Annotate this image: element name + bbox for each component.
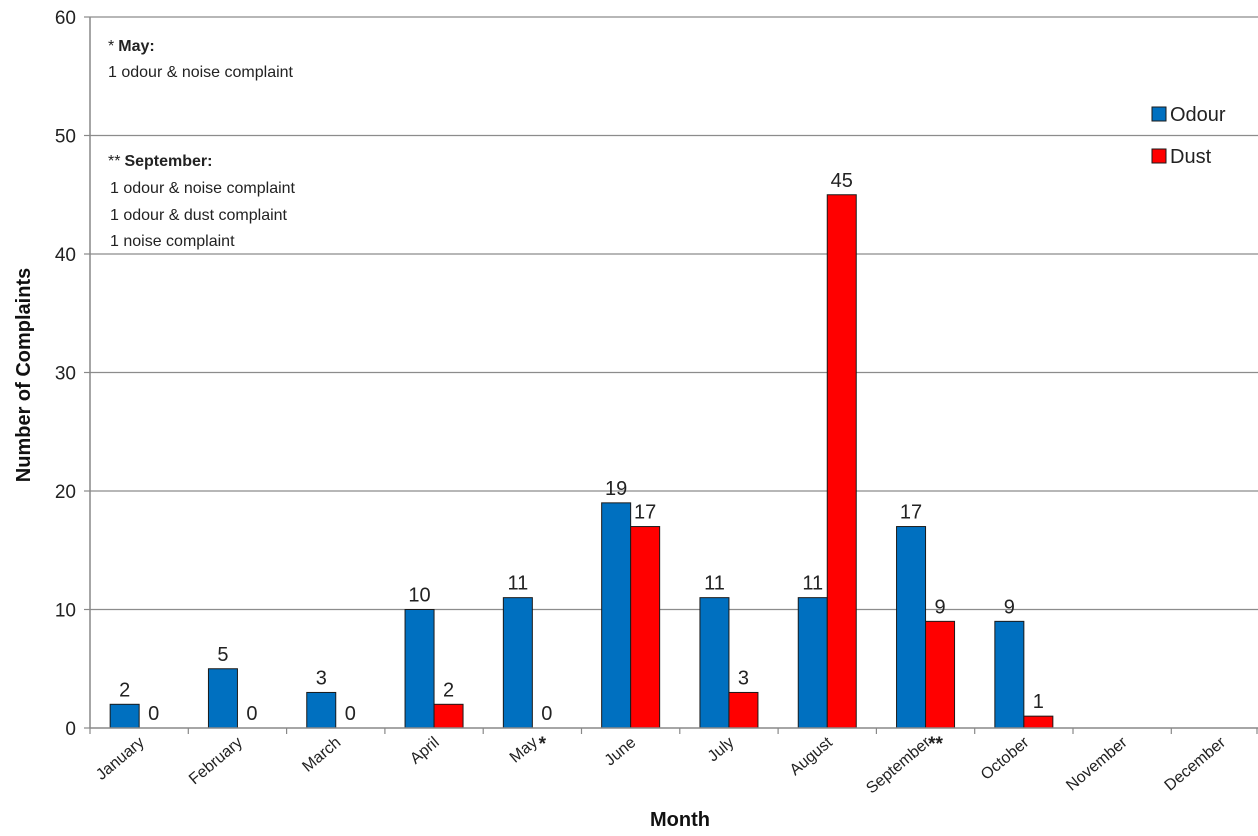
- data-label-odour: 11: [507, 573, 528, 595]
- data-label-odour: 2: [119, 679, 130, 701]
- annotation-september-line-3: 1 noise complaint: [110, 233, 235, 250]
- category-marker: *: [539, 734, 547, 755]
- data-label-dust: 3: [738, 667, 749, 689]
- legend-swatch-odour: [1151, 106, 1167, 122]
- x-tick-label: November: [1063, 734, 1131, 795]
- bar-dust: [630, 526, 661, 729]
- bar-odour: [306, 691, 337, 729]
- x-tick-label: September: [863, 734, 934, 798]
- annotation-september-line-1: 1 odour & noise complaint: [110, 180, 296, 197]
- data-label-odour: 9: [1004, 596, 1015, 618]
- data-label-dust: 0: [345, 703, 356, 725]
- annotation-may-line-1: 1 odour & noise complaint: [108, 64, 294, 81]
- data-label-odour: 11: [704, 573, 725, 595]
- annotation-may-marker: *: [108, 38, 114, 55]
- x-tick-label: October: [978, 734, 1033, 784]
- data-label-dust: 0: [541, 703, 552, 725]
- category-labels: January February March April May* June July Aug…: [89, 728, 1258, 798]
- annotation-september-marker: **: [108, 153, 120, 170]
- y-axis-title: Number of Complaints: [13, 268, 35, 482]
- y-tick-label: 20: [55, 482, 76, 503]
- y-tick-label: 10: [55, 601, 76, 622]
- x-tick-label: December: [1162, 734, 1230, 795]
- category-marker: **: [928, 734, 943, 755]
- bars: [109, 194, 1054, 729]
- y-tick-label: 40: [55, 245, 76, 266]
- bar-odour: [601, 502, 632, 729]
- legend: Odour Dust: [1151, 104, 1226, 168]
- data-label-odour: 5: [217, 644, 228, 666]
- data-label-odour: 10: [408, 585, 430, 607]
- bar-odour: [109, 703, 140, 729]
- data-label-dust: 9: [934, 596, 945, 618]
- y-tick-label: 0: [65, 719, 76, 740]
- x-tick-label: February: [186, 734, 246, 788]
- y-tick-label: 50: [55, 127, 76, 148]
- x-tick-label: January: [93, 734, 148, 784]
- annotation-september-line-2: 1 odour & dust complaint: [110, 207, 288, 224]
- data-label-dust: 0: [246, 703, 257, 725]
- data-label-dust: 0: [148, 703, 159, 725]
- y-tick-label: 30: [55, 364, 76, 385]
- annotation-may: * May: 1 odour & noise complaint: [108, 38, 294, 81]
- annotation-september: ** September: 1 odour & noise complaint 1…: [108, 153, 296, 250]
- bar-odour: [502, 597, 533, 729]
- annotation-may-title: May:: [118, 38, 154, 55]
- bar-dust: [925, 620, 956, 729]
- x-tick-label: April: [407, 734, 442, 768]
- data-label-odour: 11: [802, 573, 823, 595]
- data-label-dust: 45: [831, 170, 853, 192]
- y-tick-labels: 0 10 20 30 40 50 60: [55, 8, 90, 740]
- bar-odour: [896, 526, 927, 729]
- data-label-odour: 3: [316, 667, 327, 689]
- bar-odour: [797, 597, 828, 729]
- bar-dust: [826, 194, 857, 729]
- annotation-september-title: September:: [124, 153, 212, 170]
- bar-odour: [994, 620, 1025, 729]
- y-tick-label: 60: [55, 8, 76, 29]
- legend-label-dust: Dust: [1170, 146, 1212, 168]
- x-tick-label: March: [299, 734, 344, 776]
- x-tick-label: July: [705, 734, 738, 765]
- data-label-dust: 2: [443, 679, 454, 701]
- data-label-dust: 17: [634, 502, 656, 524]
- legend-swatch-dust: [1151, 148, 1167, 164]
- bar-dust: [433, 703, 464, 729]
- data-label-odour: 19: [605, 478, 627, 500]
- x-tick-label: August: [787, 734, 837, 779]
- annotation-may-heading: * May:: [108, 38, 155, 55]
- x-tick-label: June: [602, 734, 640, 769]
- data-label-dust: 1: [1033, 691, 1044, 713]
- gridlines: [90, 16, 1258, 611]
- bar-odour: [699, 597, 730, 729]
- data-label-odour: 17: [900, 502, 922, 524]
- annotation-september-heading: ** September:: [108, 153, 212, 170]
- bar-odour: [404, 609, 435, 729]
- x-axis-title: Month: [650, 809, 710, 831]
- x-tick-label: May: [507, 734, 541, 766]
- bar-dust: [728, 691, 759, 729]
- legend-label-odour: Odour: [1170, 104, 1226, 126]
- bar-odour: [207, 668, 238, 729]
- bar-dust: [1023, 715, 1054, 729]
